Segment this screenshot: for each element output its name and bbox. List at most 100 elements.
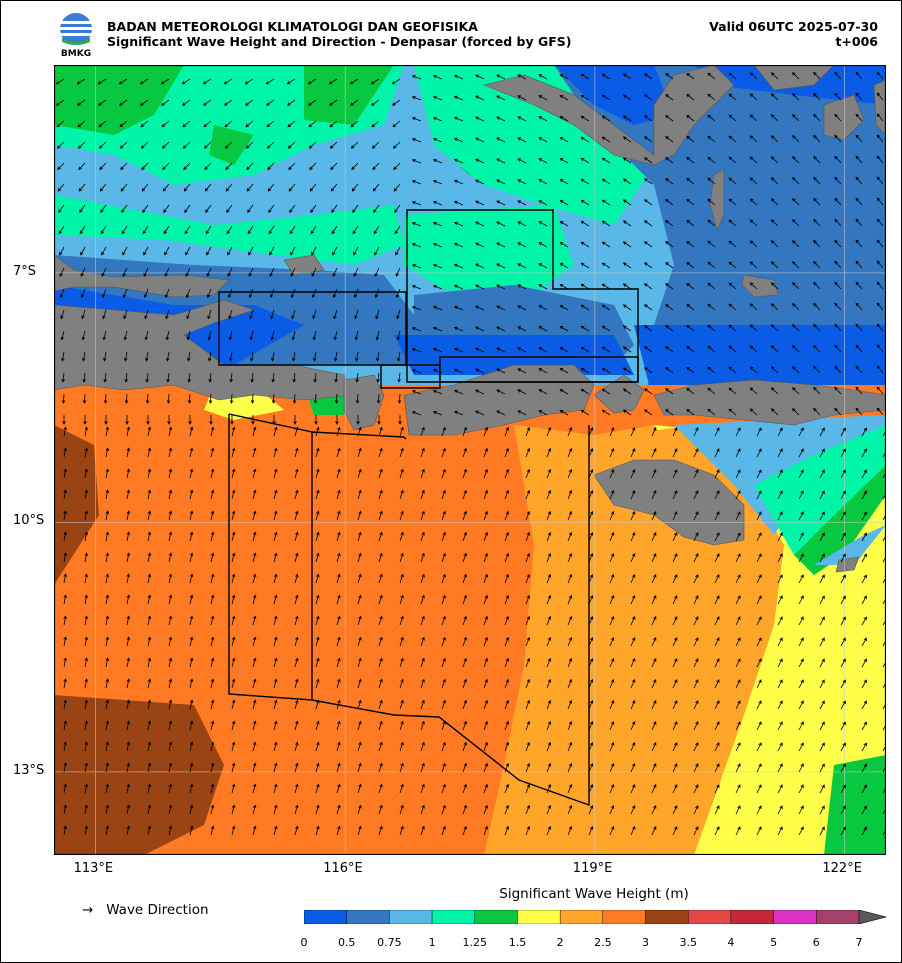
wave-arrow <box>798 658 804 668</box>
wave-arrow <box>517 179 527 185</box>
wave-arrow <box>287 99 296 106</box>
wave-direction-label: Wave Direction <box>106 902 209 918</box>
wave-arrow <box>378 426 383 437</box>
wave-arrow <box>756 469 762 479</box>
wave-arrow <box>686 282 695 290</box>
wave-arrow <box>735 511 741 521</box>
wave-arrow <box>287 141 296 149</box>
wave-arrow <box>147 510 152 521</box>
wave-arrow <box>686 135 695 143</box>
wave-arrow <box>798 805 804 815</box>
wave-arrow <box>559 284 569 290</box>
wave-arrow <box>246 183 254 192</box>
wave-arrow <box>314 415 318 425</box>
wave-arrow <box>267 183 275 192</box>
wave-arrow <box>517 74 527 80</box>
wave-arrow <box>126 699 131 710</box>
wave-arrow <box>225 183 233 192</box>
wave-arrow <box>777 658 783 668</box>
wave-arrow <box>728 345 737 353</box>
wave-arrow <box>770 387 779 395</box>
wave-arrow <box>714 784 720 794</box>
wave-arrow <box>378 825 383 836</box>
wave-arrow <box>420 720 425 731</box>
wave-arrow <box>876 218 884 227</box>
wave-arrow <box>399 615 404 626</box>
wave-arrow <box>819 490 825 500</box>
wave-arrow <box>525 720 531 731</box>
wave-arrow <box>378 804 383 815</box>
wave-arrow <box>411 369 422 374</box>
wave-arrow <box>546 783 552 794</box>
wave-arrow <box>475 389 485 395</box>
wave-arrow <box>140 120 149 128</box>
wave-arrow <box>294 447 299 458</box>
wave-map[interactable] <box>54 65 886 855</box>
wave-arrow <box>777 448 783 458</box>
wave-arrow <box>55 78 65 85</box>
wave-arrow <box>546 573 552 584</box>
wave-arrow <box>105 468 110 479</box>
wave-arrow <box>432 74 443 80</box>
wave-arrow <box>609 741 615 752</box>
wave-arrow <box>250 372 254 383</box>
wave-arrow <box>105 762 110 773</box>
wave-arrow <box>375 309 380 320</box>
wave-arrow <box>546 447 552 458</box>
wave-arrow <box>651 490 657 500</box>
wave-arrow <box>61 393 66 404</box>
wave-arrow <box>791 408 800 416</box>
wave-arrow <box>140 99 149 106</box>
wave-arrow <box>538 200 548 206</box>
wave-arrow <box>84 783 88 794</box>
wave-arrow <box>630 742 636 752</box>
wave-arrow <box>420 636 425 647</box>
wave-arrow <box>391 78 401 85</box>
wave-arrow <box>315 510 320 521</box>
wave-arrow <box>350 120 359 128</box>
wave-arrow <box>271 393 276 404</box>
wave-arrow <box>756 763 762 773</box>
wave-arrow <box>630 427 636 437</box>
wave-arrow <box>538 137 548 143</box>
wave-arrow <box>288 162 296 171</box>
wave-arrow <box>714 553 720 563</box>
wave-arrow <box>315 678 320 689</box>
wave-arrow <box>126 552 131 563</box>
wave-arrow <box>372 162 380 171</box>
wave-arrow <box>622 388 632 395</box>
wave-arrow <box>819 532 825 542</box>
wave-arrow <box>411 159 422 164</box>
wave-arrow <box>309 162 317 171</box>
wave-arrow <box>855 113 863 122</box>
wave-arrow <box>63 594 67 605</box>
wave-arrow <box>249 309 254 320</box>
wave-arrow <box>609 636 615 647</box>
wave-direction-legend: → Wave Direction <box>82 902 209 918</box>
wave-arrow <box>483 720 488 731</box>
wave-arrow <box>252 447 257 458</box>
wave-arrow <box>735 616 741 626</box>
wave-arrow <box>140 141 149 149</box>
wave-arrow <box>248 267 254 277</box>
wave-arrow <box>315 489 320 500</box>
wave-arrow <box>166 351 170 362</box>
wave-arrow <box>728 240 737 248</box>
wave-arrow <box>453 347 464 353</box>
wave-arrow <box>777 427 783 437</box>
wave-arrow <box>735 679 741 689</box>
wave-arrow <box>834 344 842 353</box>
wave-arrow <box>453 389 464 395</box>
wave-arrow <box>336 720 341 731</box>
wave-arrow <box>475 368 485 374</box>
wave-arrow <box>453 368 464 374</box>
wave-arrow <box>538 368 548 374</box>
wave-arrow <box>819 469 825 479</box>
wave-arrow <box>79 204 86 213</box>
wave-arrow <box>163 204 170 213</box>
wave-arrow <box>225 162 233 171</box>
wave-arrow <box>777 679 783 689</box>
wave-arrow <box>273 615 278 626</box>
wave-arrow <box>622 199 632 206</box>
wave-arrow <box>332 246 338 256</box>
